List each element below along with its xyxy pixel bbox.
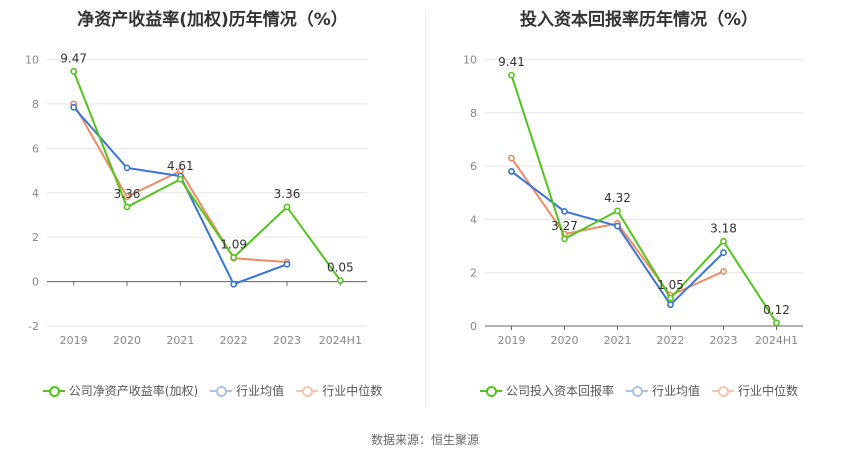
chart-legend: 公司净资产收益率(加权) 行业均值 行业中位数 <box>0 382 425 399</box>
data-source-note: 数据来源：恒生聚源 <box>370 433 479 447</box>
data-point <box>230 280 238 288</box>
x-tick-label: 2024H1 <box>755 334 798 347</box>
data-label: 1.05 <box>657 278 684 292</box>
legend-item-industry-median[interactable]: 行业中位数 <box>712 382 798 399</box>
data-point <box>283 203 291 211</box>
data-point <box>176 175 184 183</box>
legend-line-marker-icon <box>712 385 734 397</box>
x-tick-label: 2022 <box>220 334 248 347</box>
data-point <box>508 154 515 162</box>
legend-label: 行业均值 <box>236 384 285 398</box>
x-tick-label: 2023 <box>273 334 301 347</box>
legend-label: 行业中位数 <box>322 384 383 398</box>
legend-label: 行业均值 <box>651 384 700 398</box>
legend-line-marker-icon <box>210 385 233 397</box>
legend-item-industry-mean[interactable]: 行业均值 <box>625 382 700 399</box>
y-tick-label: 4 <box>470 213 477 226</box>
legend-label: 公司净资产收益率(加权) <box>68 384 199 398</box>
x-tick-label: 2023 <box>710 334 738 347</box>
y-tick-label: 10 <box>463 54 477 67</box>
data-point <box>123 203 131 211</box>
y-tick-label: 6 <box>470 160 477 173</box>
y-tick-label: 8 <box>32 98 39 111</box>
y-tick-label: 6 <box>32 142 39 155</box>
chart-legend: 公司投入资本回报率 行业均值 行业中位数 <box>428 382 850 399</box>
data-point <box>70 67 78 75</box>
data-point <box>70 103 78 111</box>
data-point <box>561 235 568 243</box>
y-tick-label: 2 <box>32 231 39 244</box>
data-point <box>561 208 568 215</box>
data-label: 4.61 <box>167 159 194 173</box>
legend-line-marker-icon <box>625 385 648 397</box>
y-tick-label: 0 <box>470 320 477 333</box>
series-line <box>72 70 342 282</box>
data-point <box>230 253 238 261</box>
data-point <box>667 294 674 302</box>
x-tick-label: 2020 <box>113 334 141 347</box>
x-tick-label: 2019 <box>498 334 526 347</box>
data-point <box>773 319 780 327</box>
data-label: 3.27 <box>551 219 578 233</box>
x-tick-label: 2019 <box>60 334 88 347</box>
legend-item-company[interactable]: 公司净资产收益率(加权) <box>42 382 199 399</box>
series-line <box>510 74 778 324</box>
data-point <box>720 267 727 275</box>
x-tick-label: 2020 <box>551 334 579 347</box>
data-label: 1.09 <box>220 237 247 251</box>
data-label: 9.41 <box>498 55 525 69</box>
data-point <box>720 237 727 245</box>
data-label: 3.36 <box>114 187 141 201</box>
y-tick-label: 0 <box>32 276 39 289</box>
legend-label: 公司投入资本回报率 <box>505 384 614 398</box>
data-label: 0.12 <box>763 303 790 317</box>
legend-item-industry-median[interactable]: 行业中位数 <box>296 382 382 399</box>
x-tick-label: 2024H1 <box>319 334 362 347</box>
y-tick-label: 8 <box>470 107 477 120</box>
data-label: 3.18 <box>710 221 737 235</box>
y-tick-label: 2 <box>470 267 477 280</box>
data-point <box>720 249 727 257</box>
data-point <box>508 71 515 79</box>
legend-line-marker-icon <box>42 385 65 397</box>
x-tick-label: 2021 <box>604 334 632 347</box>
x-tick-label: 2022 <box>657 334 685 347</box>
data-label: 9.47 <box>60 51 87 65</box>
data-point <box>667 301 674 309</box>
data-point <box>283 260 291 268</box>
data-label: 3.36 <box>274 187 301 201</box>
y-tick-label: 10 <box>25 54 39 67</box>
data-point <box>336 277 344 284</box>
legend-line-marker-icon <box>296 385 319 397</box>
data-point <box>123 193 131 201</box>
chart-title: 净资产收益率(加权)历年情况（%） <box>77 10 348 30</box>
roic-chart-panel: 投入资本回报率历年情况（%） 0 2 4 6 8 10 2019 2020 2021 2022 20… <box>428 0 850 410</box>
data-label: 4.32 <box>604 191 631 205</box>
legend-item-company[interactable]: 公司投入资本回报率 <box>479 382 614 399</box>
data-point <box>614 222 621 230</box>
x-tick-label: 2021 <box>166 334 194 347</box>
roe-line-chart: -2 0 2 4 6 8 10 2019 2020 2021 2022 2023 2024H1 9.47 3… <box>25 51 367 347</box>
legend-line-marker-icon <box>479 385 502 397</box>
chart-title: 投入资本回报率历年情况（%） <box>519 10 759 30</box>
data-label: 0.05 <box>327 260 354 274</box>
data-point <box>614 207 621 215</box>
panel-divider <box>425 10 426 408</box>
legend-label: 行业中位数 <box>738 384 799 398</box>
data-point <box>508 168 515 175</box>
y-tick-label: -2 <box>28 320 39 333</box>
roic-line-chart: 0 2 4 6 8 10 2019 2020 2021 2022 2023 2024H1 9.41 3.2… <box>463 54 803 347</box>
data-point <box>123 164 131 172</box>
roe-chart-panel: 净资产收益率(加权)历年情况（%） -2 0 2 4 6 8 10 2019 2020 2021 2… <box>0 0 425 410</box>
series-line <box>72 106 288 286</box>
legend-item-industry-mean[interactable]: 行业均值 <box>210 382 284 399</box>
y-tick-label: 4 <box>32 187 39 200</box>
